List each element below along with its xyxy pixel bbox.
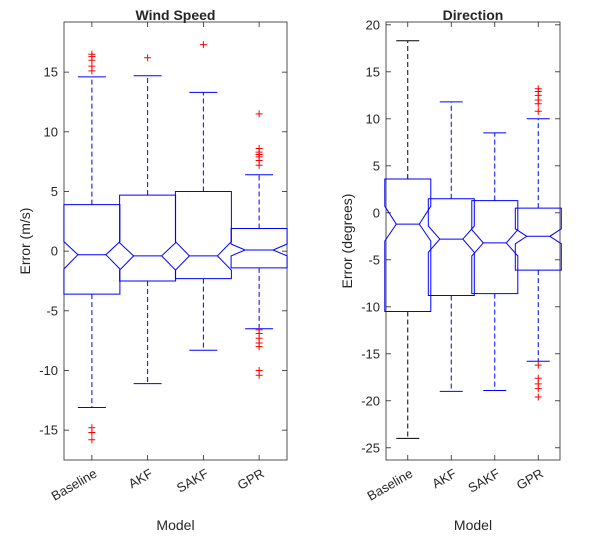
direction-panel: Direction Error (degrees) Model -25 -20 -1… (339, 7, 562, 533)
axes-frame (385, 21, 561, 461)
box-group (174, 41, 232, 351)
outlier-marker (255, 343, 263, 351)
box-group (427, 101, 475, 392)
y-tick-label: -5 (46, 303, 58, 318)
outlier-marker (255, 371, 263, 379)
outlier-marker (144, 54, 152, 62)
wind-speed-panel: Wind Speed Error (m/s) Model -15 -10 -5 0 5 1… (17, 7, 288, 533)
y-axis-label: Error (m/s) (17, 208, 33, 275)
panel-title: Wind Speed (136, 7, 216, 23)
outlier-marker (88, 429, 96, 437)
box-group (230, 110, 288, 379)
y-tick-label: 15 (366, 64, 380, 79)
outlier-marker (255, 110, 263, 118)
y-tick-label: -15 (39, 423, 58, 438)
y-tick-label: 5 (373, 158, 380, 173)
y-tick-label: -20 (361, 393, 380, 408)
notched-box (427, 198, 475, 296)
x-tick-label: Baseline (49, 466, 100, 504)
y-tick-label: -5 (368, 252, 380, 267)
outlier-marker (534, 361, 542, 369)
notched-box (174, 191, 232, 280)
panel-title: Direction (443, 7, 504, 23)
x-tick-label: SAKF (465, 466, 502, 496)
outlier-marker (534, 85, 542, 93)
y-tick-label: 10 (44, 124, 58, 139)
x-tick-label: GPR (514, 466, 546, 493)
y-tick-label: 20 (366, 17, 380, 32)
outlier-marker (534, 385, 542, 393)
notched-box (471, 200, 519, 295)
outlier-marker (534, 107, 542, 115)
box-group (514, 85, 562, 401)
y-tick-label: -15 (361, 346, 380, 361)
notched-box (514, 207, 562, 271)
x-tick-label: SAKF (174, 466, 211, 496)
x-axis-label: Model (156, 517, 194, 533)
notched-box (63, 204, 121, 295)
box-group (471, 132, 519, 391)
x-tick-label: Baseline (365, 466, 416, 504)
box-group (119, 54, 177, 385)
y-tick-label: -25 (361, 440, 380, 455)
notched-box (119, 194, 177, 282)
y-tick-label: 5 (51, 184, 58, 199)
outlier-marker (534, 393, 542, 401)
outlier-marker (255, 145, 263, 153)
outlier-marker (88, 50, 96, 58)
notched-box (384, 178, 432, 312)
box-group (63, 50, 121, 444)
y-tick-label: 0 (51, 244, 58, 259)
x-tick-label: AKF (126, 466, 155, 492)
y-tick-label: 15 (44, 65, 58, 80)
y-tick-label: 0 (373, 205, 380, 220)
outlier-marker (88, 62, 96, 70)
y-tick-label: -10 (39, 363, 58, 378)
box-group (384, 40, 432, 439)
outlier-marker (199, 41, 207, 49)
x-tick-label: GPR (235, 466, 267, 493)
outlier-marker (88, 436, 96, 444)
y-tick-label: 10 (366, 111, 380, 126)
y-tick-label: -10 (361, 299, 380, 314)
notched-box (230, 228, 288, 269)
x-axis-label: Model (454, 517, 492, 533)
x-tick-label: AKF (429, 466, 458, 492)
y-axis-label: Error (degrees) (339, 194, 355, 289)
